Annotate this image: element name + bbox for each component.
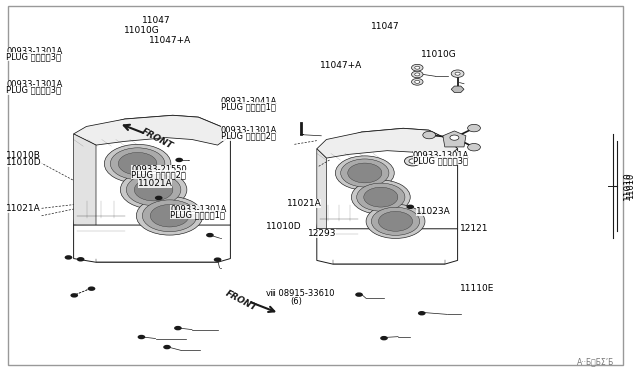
Polygon shape [74,225,230,262]
Text: FRONT: FRONT [224,289,259,312]
Circle shape [415,80,420,83]
Circle shape [175,158,183,162]
Text: 11010D: 11010D [266,222,301,231]
Text: 00933-1301A: 00933-1301A [170,205,227,214]
Text: 11110E: 11110E [460,284,494,293]
Text: PLUG プラグ（2）: PLUG プラグ（2） [131,170,186,179]
Circle shape [138,335,145,339]
Circle shape [412,71,423,78]
Polygon shape [317,128,458,158]
Polygon shape [451,86,464,93]
Circle shape [418,311,426,315]
Circle shape [206,233,214,237]
Text: 11010: 11010 [623,171,632,201]
Text: 12293: 12293 [308,229,337,238]
Circle shape [77,257,84,262]
Circle shape [214,257,221,262]
Circle shape [355,292,363,297]
Circle shape [450,135,459,140]
Text: 11010G: 11010G [421,50,457,59]
Circle shape [356,183,405,211]
Circle shape [351,180,410,214]
Text: 11047: 11047 [371,22,400,31]
Text: PLUG プラグ（1）: PLUG プラグ（1） [221,102,276,111]
Circle shape [163,345,171,349]
Polygon shape [74,134,96,227]
Text: (6): (6) [290,297,302,306]
Text: 11010D: 11010D [6,158,42,167]
Polygon shape [74,115,230,240]
Circle shape [155,196,163,200]
Circle shape [451,70,464,77]
Circle shape [371,207,420,235]
Text: 12121: 12121 [460,224,488,233]
Polygon shape [74,115,230,145]
Text: 11010G: 11010G [124,26,159,35]
Circle shape [118,153,157,175]
Circle shape [134,179,173,201]
Circle shape [126,174,181,206]
Circle shape [409,159,417,163]
Text: 00933-1301A: 00933-1301A [6,80,63,89]
Text: 11010B: 11010B [6,151,41,160]
Circle shape [415,73,420,76]
Circle shape [378,211,413,231]
Text: PLUG プラグ（3）: PLUG プラグ（3） [413,156,468,165]
Polygon shape [317,229,458,264]
Text: 11047+A: 11047+A [320,61,362,70]
Circle shape [455,72,460,75]
Text: 11021A: 11021A [6,204,41,213]
Circle shape [142,200,197,232]
Circle shape [366,204,425,238]
Polygon shape [443,131,466,147]
Circle shape [423,131,436,139]
Text: PLUG プラグ（3）: PLUG プラグ（3） [6,86,61,94]
Circle shape [412,78,423,85]
Circle shape [110,148,165,180]
Circle shape [120,170,187,209]
Polygon shape [317,128,458,244]
Circle shape [468,144,481,151]
Polygon shape [317,149,326,230]
Text: 11010: 11010 [626,173,635,199]
Text: 11021A: 11021A [287,199,321,208]
Circle shape [415,66,420,69]
Circle shape [136,196,203,235]
Circle shape [412,64,423,71]
Text: A··Б）БΣ’Б: A··Б）БΣ’Б [577,357,614,366]
Circle shape [340,159,389,187]
Text: 00933-1301A: 00933-1301A [6,47,63,56]
Circle shape [348,163,382,183]
Text: FRONT: FRONT [140,126,174,150]
Text: PLUG プラグ（3）: PLUG プラグ（3） [6,52,61,61]
Text: PLUG プラグ（1）: PLUG プラグ（1） [170,210,225,219]
Text: 11021A: 11021A [138,179,172,188]
Circle shape [468,124,481,132]
Circle shape [150,205,189,227]
Text: 00933-1301A: 00933-1301A [221,126,277,135]
Circle shape [88,286,95,291]
Text: 08931-3041A: 08931-3041A [221,97,277,106]
Circle shape [104,144,171,183]
Circle shape [404,156,421,166]
Circle shape [335,156,394,190]
Text: 00933-21550: 00933-21550 [131,165,187,174]
Circle shape [364,187,398,207]
Circle shape [65,255,72,260]
Text: PLUG プラグ（2）: PLUG プラグ（2） [221,132,276,141]
Text: 11047+A: 11047+A [149,36,191,45]
Circle shape [406,205,414,209]
Text: 00933-1301A: 00933-1301A [413,151,469,160]
Circle shape [174,326,182,330]
Circle shape [70,293,78,298]
Text: 11047: 11047 [142,16,171,25]
Text: ⅷ 08915-33610: ⅷ 08915-33610 [266,289,334,298]
Circle shape [380,336,388,340]
Text: 11023A: 11023A [416,207,451,216]
